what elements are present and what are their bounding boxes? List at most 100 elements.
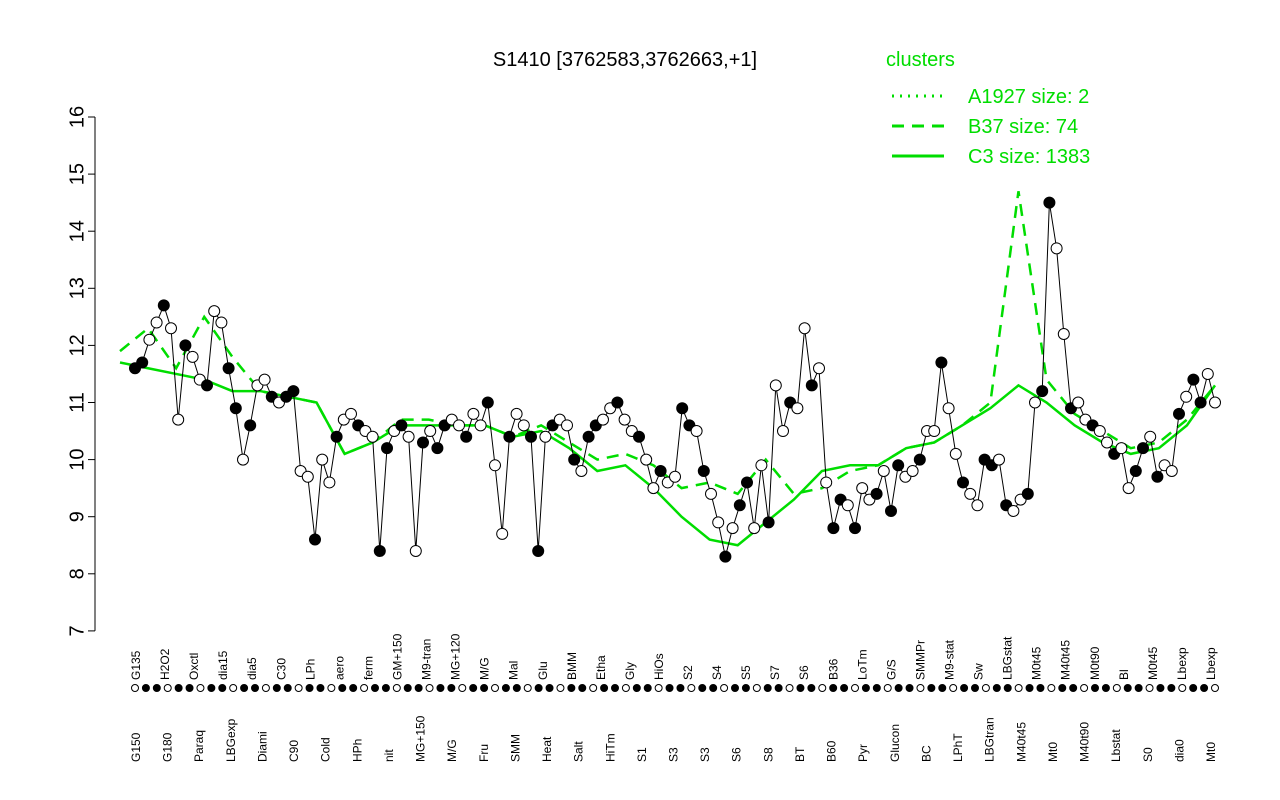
x-tick-label: Lbexp	[1204, 647, 1218, 680]
data-point	[157, 299, 170, 312]
data-point	[1050, 242, 1063, 255]
data-point	[906, 465, 919, 478]
x-marker	[196, 684, 205, 692]
x-axis: G135 H2O2 Oxctl dia15 dia5 C30 LPh aero ferm GM+1…	[129, 633, 1219, 762]
x-tick-label: aero	[332, 656, 346, 680]
x-marker	[534, 684, 543, 692]
data-point	[1072, 396, 1085, 409]
x-marker	[567, 684, 576, 692]
x-tick-label: Gly	[623, 662, 637, 680]
x-tick-label: M9-stat	[943, 639, 957, 680]
data-point	[179, 339, 192, 352]
data-point	[1021, 487, 1034, 500]
x-tick-label: M0t45	[1146, 646, 1160, 680]
series-lines	[119, 191, 1217, 547]
series-line-2	[119, 361, 1217, 547]
x-marker	[152, 684, 161, 692]
data-point	[496, 527, 509, 540]
x-marker	[916, 684, 925, 692]
x-marker	[720, 684, 729, 692]
data-point	[928, 425, 941, 438]
x-marker	[632, 684, 641, 692]
x-tick-label: C90	[287, 740, 301, 762]
data-point	[517, 419, 530, 432]
data-point	[1093, 425, 1106, 438]
x-marker	[1211, 684, 1219, 692]
data-point	[957, 476, 969, 489]
x-marker	[883, 684, 892, 692]
x-marker	[851, 684, 859, 692]
x-tick-label: dia5	[245, 657, 259, 680]
data-point	[532, 544, 545, 557]
data-point	[481, 396, 494, 409]
x-tick-label: Mt0	[1046, 742, 1060, 762]
x-marker	[501, 684, 510, 692]
data-point	[935, 356, 948, 369]
x-tick-label: Pyr	[856, 744, 870, 762]
x-marker	[731, 684, 739, 692]
y-axis: 7 8 9 10 11 12 13 14 15 16	[66, 106, 96, 636]
data-point	[791, 402, 804, 415]
x-marker	[1047, 684, 1056, 692]
x-marker	[338, 684, 347, 692]
x-marker	[272, 684, 281, 692]
data-point	[474, 419, 487, 432]
data-point	[330, 430, 343, 443]
x-marker	[981, 684, 990, 692]
x-tick-label: S3	[667, 747, 681, 762]
x-marker	[872, 684, 881, 692]
x-marker	[1003, 684, 1012, 692]
x-tick-label: B36	[826, 658, 840, 680]
data-point	[301, 470, 314, 483]
legend-title: clusters	[886, 49, 955, 71]
x-tick-label: H2O2	[158, 648, 172, 680]
data-point	[381, 442, 393, 455]
data-point	[316, 453, 329, 466]
data-point	[1151, 470, 1164, 483]
legend-item-label: C3 size: 1383	[968, 146, 1090, 168]
data-point	[597, 413, 609, 426]
data-point	[1043, 196, 1056, 209]
data-point	[323, 476, 336, 489]
data-point	[309, 533, 321, 546]
data-point	[409, 544, 422, 557]
x-marker	[371, 684, 379, 692]
x-tick-label: SMMPr	[913, 640, 927, 680]
x-tick-label: S5	[739, 665, 753, 680]
data-point	[762, 516, 775, 529]
x-marker	[709, 684, 718, 692]
x-tick-label: LBGtran	[983, 717, 997, 762]
x-tick-label: MG+150	[414, 715, 428, 762]
legend-item-label: B37 size: 74	[968, 116, 1078, 138]
data-point	[1137, 442, 1149, 455]
data-point	[1165, 465, 1178, 478]
x-tick-label: nit	[382, 749, 396, 762]
x-tick-label: M40t90	[1078, 722, 1092, 762]
data-point	[237, 453, 249, 466]
x-marker	[261, 684, 270, 692]
x-marker	[1069, 684, 1078, 692]
data-point	[1036, 385, 1049, 398]
x-tick-label: S6	[730, 747, 744, 762]
x-tick-label: G135	[129, 650, 143, 680]
y-tick-label: 16	[66, 106, 88, 128]
x-tick-label: LBGstat	[1001, 636, 1015, 680]
x-tick-label: M0t45	[1030, 646, 1044, 680]
data-point	[467, 407, 480, 420]
data-point	[1101, 436, 1113, 449]
x-marker	[283, 684, 292, 692]
x-marker	[1200, 684, 1209, 692]
x-marker	[840, 684, 849, 692]
x-marker	[469, 684, 478, 692]
data-point	[849, 522, 861, 535]
data-point	[222, 362, 235, 375]
x-tick-label: Lbstat	[1109, 729, 1123, 762]
x-tick-label: LPh	[303, 659, 317, 680]
x-marker	[861, 684, 870, 692]
data-point	[208, 305, 221, 318]
x-tick-label: Glu	[536, 661, 550, 680]
data-point	[1029, 396, 1041, 409]
x-tick-label: Sw	[972, 663, 986, 680]
data-point	[539, 430, 552, 443]
